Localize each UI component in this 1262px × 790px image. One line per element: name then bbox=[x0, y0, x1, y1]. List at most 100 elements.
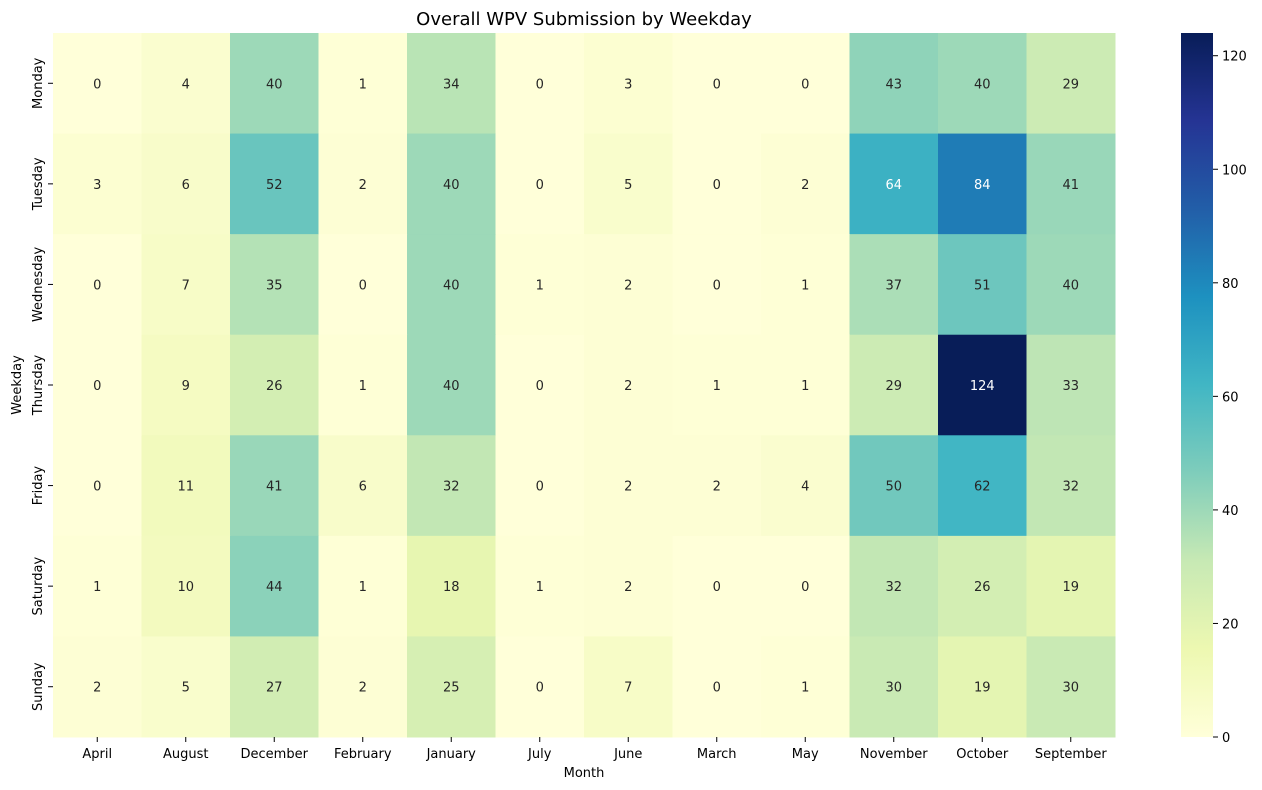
heatmap-cell bbox=[230, 334, 319, 436]
cell-value-label: 3 bbox=[93, 178, 101, 193]
heatmap-cell bbox=[761, 636, 850, 738]
x-tick-label: October bbox=[956, 747, 1009, 762]
cell-value-label: 40 bbox=[443, 178, 460, 193]
y-tick-label: Tuesday bbox=[31, 157, 46, 211]
colorbar-tick-label: 120 bbox=[1222, 50, 1247, 65]
cell-value-label: 0 bbox=[359, 278, 367, 293]
x-tick-label: May bbox=[792, 747, 819, 762]
heatmap-cell bbox=[938, 435, 1027, 537]
cell-value-label: 32 bbox=[1062, 480, 1079, 495]
cell-value-label: 0 bbox=[713, 681, 721, 696]
x-tick-label: April bbox=[82, 747, 112, 762]
cell-value-label: 40 bbox=[974, 77, 991, 92]
cell-value-label: 41 bbox=[1062, 178, 1079, 193]
heatmap-cell bbox=[495, 334, 585, 436]
y-tick-label: Thursday bbox=[31, 354, 46, 416]
heatmap-cell bbox=[938, 133, 1027, 235]
heatmap-cell bbox=[849, 435, 939, 537]
heatmap-cell bbox=[141, 33, 231, 135]
heatmap-cell bbox=[672, 636, 762, 738]
cell-value-label: 1 bbox=[359, 379, 367, 394]
cell-value-label: 1 bbox=[801, 681, 809, 696]
cell-value-label: 2 bbox=[624, 278, 632, 293]
cell-value-label: 0 bbox=[801, 580, 809, 595]
heatmap-cell bbox=[141, 535, 231, 637]
cell-value-label: 0 bbox=[93, 278, 101, 293]
heatmap-cell bbox=[407, 535, 496, 637]
heatmap-cell bbox=[761, 33, 850, 135]
heatmap-cell bbox=[495, 234, 585, 336]
cell-value-label: 40 bbox=[1062, 278, 1079, 293]
heatmap-cell bbox=[495, 33, 585, 135]
x-tick-label: February bbox=[334, 747, 392, 762]
cell-value-label: 11 bbox=[177, 480, 194, 495]
heatmap-cell bbox=[495, 535, 585, 637]
cell-value-label: 7 bbox=[624, 681, 632, 696]
heatmap-cell bbox=[53, 133, 142, 235]
heatmap-cell bbox=[318, 33, 408, 135]
cell-value-label: 0 bbox=[536, 681, 544, 696]
cell-value-label: 0 bbox=[801, 77, 809, 92]
heatmap-cell bbox=[141, 234, 231, 336]
cell-value-label: 40 bbox=[443, 379, 460, 394]
heatmap-cell bbox=[938, 636, 1027, 738]
heatmap-cell bbox=[849, 636, 939, 738]
cell-value-label: 43 bbox=[885, 77, 902, 92]
cell-value-label: 0 bbox=[713, 77, 721, 92]
cell-value-label: 0 bbox=[93, 480, 101, 495]
heatmap-cell bbox=[407, 33, 496, 135]
heatmap-cell bbox=[761, 435, 850, 537]
cell-value-label: 30 bbox=[1062, 681, 1079, 696]
y-tick-label: Friday bbox=[31, 466, 46, 506]
heatmap-cell bbox=[584, 133, 673, 235]
heatmap-cell bbox=[318, 334, 408, 436]
heatmap-cell bbox=[672, 334, 762, 436]
cell-value-label: 34 bbox=[443, 77, 460, 92]
x-tick-label: August bbox=[163, 747, 209, 762]
cell-value-label: 9 bbox=[182, 379, 190, 394]
cell-value-label: 2 bbox=[359, 178, 367, 193]
cell-value-label: 32 bbox=[885, 580, 902, 595]
cell-value-label: 1 bbox=[359, 77, 367, 92]
heatmap-cell bbox=[672, 435, 762, 537]
heatmap-cell bbox=[938, 334, 1027, 436]
heatmap-cell bbox=[584, 334, 673, 436]
cell-value-label: 26 bbox=[266, 379, 283, 394]
heatmap-cell bbox=[761, 334, 850, 436]
cell-value-label: 29 bbox=[1062, 77, 1079, 92]
heatmap-cell bbox=[230, 234, 319, 336]
cell-value-label: 41 bbox=[266, 480, 283, 495]
cell-value-label: 0 bbox=[536, 77, 544, 92]
cell-value-label: 32 bbox=[443, 480, 460, 495]
cell-value-label: 2 bbox=[624, 379, 632, 394]
heatmap-cell bbox=[318, 133, 408, 235]
cell-value-label: 0 bbox=[713, 178, 721, 193]
cell-value-label: 1 bbox=[536, 278, 544, 293]
heatmap-cell bbox=[672, 535, 762, 637]
heatmap-cell bbox=[584, 636, 673, 738]
cell-value-label: 18 bbox=[443, 580, 460, 595]
colorbar-tick-label: 20 bbox=[1222, 617, 1239, 632]
cell-value-label: 1 bbox=[536, 580, 544, 595]
heatmap-cell bbox=[318, 535, 408, 637]
cell-value-label: 29 bbox=[885, 379, 902, 394]
heatmap-cell bbox=[761, 133, 850, 235]
heatmap-cell bbox=[141, 636, 231, 738]
cell-value-label: 84 bbox=[974, 178, 991, 193]
colorbar-ticks: 0 20 40 60 80 100 120 bbox=[1213, 50, 1247, 746]
x-tick-label: January bbox=[426, 747, 477, 762]
cell-value-label: 40 bbox=[443, 278, 460, 293]
heatmap-cell bbox=[672, 234, 762, 336]
heatmap-cell bbox=[53, 535, 142, 637]
cell-value-label: 0 bbox=[536, 480, 544, 495]
heatmap-cell bbox=[53, 435, 142, 537]
y-tick-label: Saturday bbox=[31, 557, 46, 616]
heatmap-cell bbox=[230, 636, 319, 738]
cell-value-label: 0 bbox=[536, 379, 544, 394]
cell-value-label: 5 bbox=[624, 178, 632, 193]
y-axis-label: Weekday bbox=[10, 355, 25, 415]
cell-value-label: 26 bbox=[974, 580, 991, 595]
cell-value-label: 1 bbox=[359, 580, 367, 595]
cell-value-label: 51 bbox=[974, 278, 991, 293]
